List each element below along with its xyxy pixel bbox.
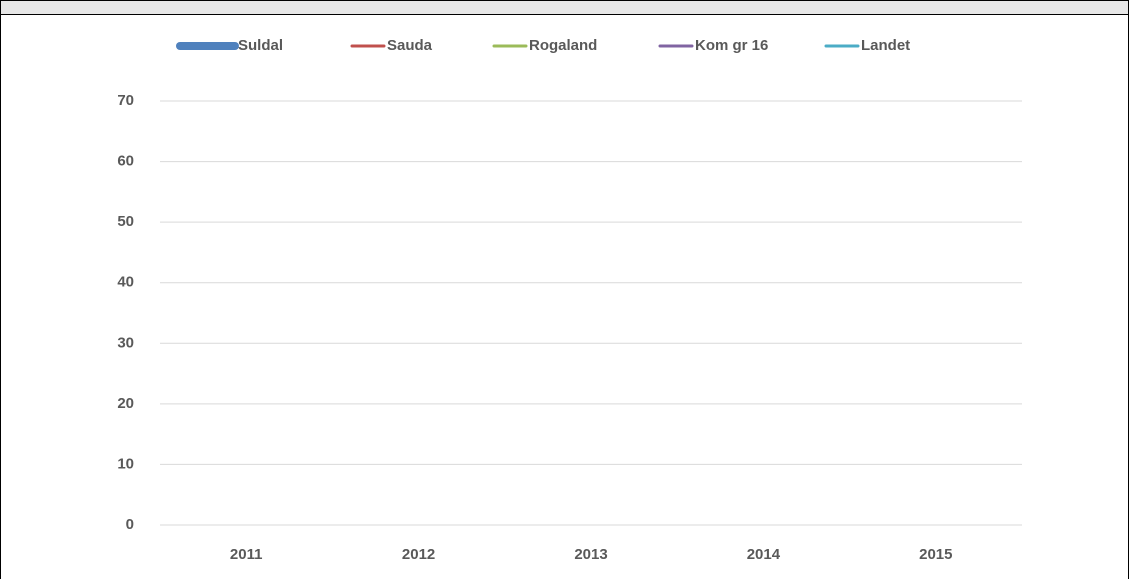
y-tick-label: 70 [117, 92, 134, 109]
y-tick-label: 60 [117, 153, 134, 170]
y-tick-label: 10 [117, 455, 134, 472]
y-tick-label: 30 [117, 334, 134, 351]
y-tick-label: 40 [117, 274, 134, 291]
x-tick-label: 2015 [919, 546, 952, 563]
x-tick-label: 2012 [402, 546, 435, 563]
x-tick-label: 2014 [747, 546, 781, 563]
legend-label: Rogaland [529, 37, 597, 54]
x-tick-label: 2013 [574, 546, 607, 563]
legend-label: Kom gr 16 [695, 37, 768, 54]
legend-label: Sauda [387, 37, 433, 54]
x-tick-label: 2011 [230, 546, 263, 563]
legend-label: Landet [861, 37, 910, 54]
legend-label: Suldal [238, 37, 283, 54]
y-tick-label: 0 [126, 516, 134, 533]
header-bar [0, 0, 1129, 15]
y-tick-label: 50 [117, 213, 134, 230]
y-tick-label: 20 [117, 395, 134, 412]
